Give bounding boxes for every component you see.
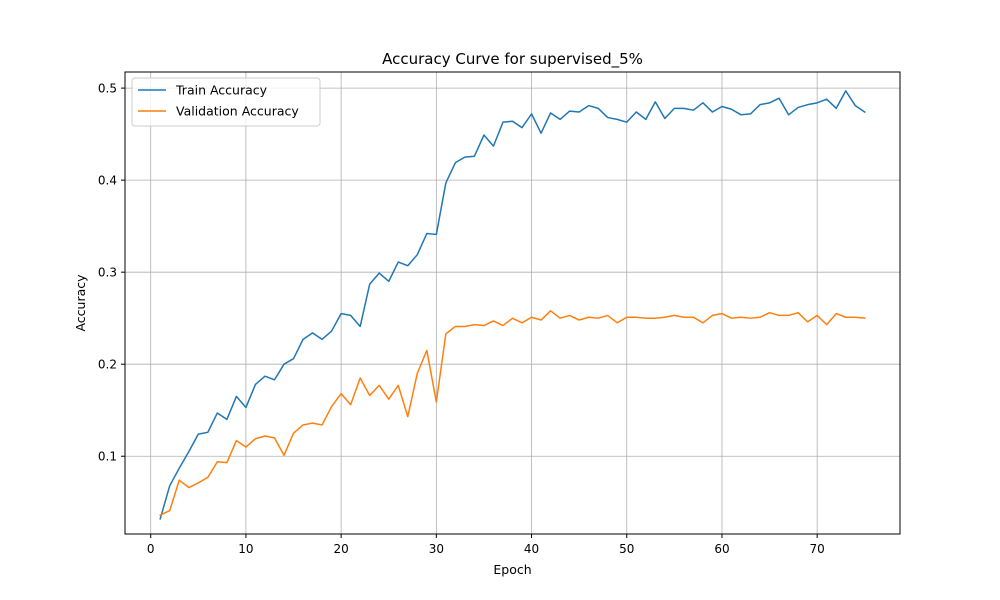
x-tick-label: 10 <box>238 542 253 556</box>
x-tick-label: 0 <box>147 542 155 556</box>
y-axis-label: Accuracy <box>73 274 88 332</box>
train-accuracy-line <box>159 90 866 520</box>
x-tick-label: 50 <box>619 542 634 556</box>
x-tick-label: 40 <box>524 542 539 556</box>
legend-label-train: Train Accuracy <box>175 83 268 98</box>
chart-title: Accuracy Curve for supervised_5% <box>382 50 643 69</box>
y-tick-label: 0.1 <box>98 450 117 464</box>
legend-box <box>131 77 321 127</box>
y-tick-label: 0.2 <box>98 358 117 372</box>
legend-label-validation: Validation Accuracy <box>176 104 299 119</box>
x-tick-label: 70 <box>810 542 825 556</box>
legend: Train Accuracy Validation Accuracy <box>131 77 321 127</box>
x-tick-label: 60 <box>714 542 729 556</box>
x-tick-label: 30 <box>429 542 444 556</box>
x-tick-label: 20 <box>333 542 348 556</box>
y-tick-label: 0.4 <box>98 174 117 188</box>
x-axis-label: Epoch <box>493 562 531 577</box>
validation-accuracy-line <box>159 310 866 517</box>
plot-frame <box>124 71 901 535</box>
y-tick-label: 0.5 <box>98 82 117 96</box>
y-tick-label: 0.3 <box>98 266 117 280</box>
tick-layer: 0 10 20 30 40 50 60 70 0.1 0.2 0.3 0.4 0.5 <box>98 82 825 556</box>
series-layer <box>159 90 866 520</box>
grid-layer <box>125 72 900 534</box>
